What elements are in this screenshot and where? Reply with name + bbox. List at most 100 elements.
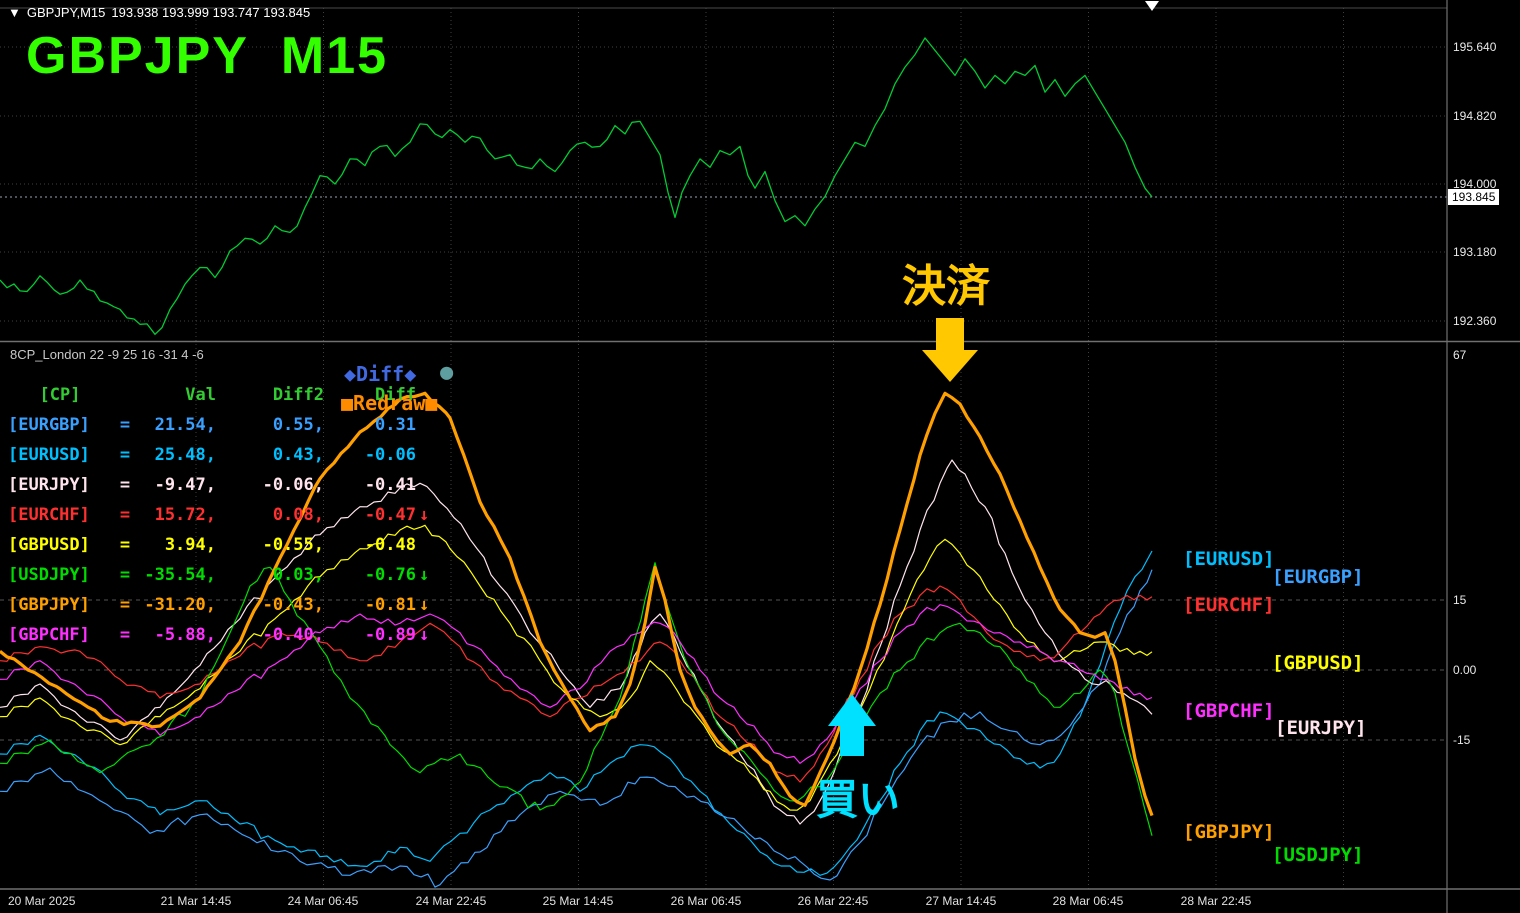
cp-eq: = — [119, 505, 131, 525]
price-axis[interactable]: 195.640 194.820 194.000 193.180 192.360 — [1447, 0, 1520, 341]
pair-label-gbpusd: [GBPUSD] — [1272, 652, 1364, 674]
cp-eq: = — [119, 565, 131, 585]
symbol-marker-icon: ▼ — [8, 5, 21, 20]
cp-row: [EURJPY] = -9.47, -0.06, -0.41 — [8, 470, 438, 500]
cp-val: 15.72, — [154, 505, 216, 525]
time-tick: 25 Mar 14:45 — [542, 894, 614, 908]
time-tick: 20 Mar 2025 — [8, 894, 76, 908]
chart-title: GBPJPY M15 — [26, 27, 389, 85]
pair-label-eurjpy: [EURJPY] — [1275, 717, 1367, 739]
cp-diff: -0.47 — [364, 505, 416, 525]
cp-row: [GBPUSD] = 3.94, -0.55, -0.48 — [8, 530, 438, 560]
cp-table: [CP] Val Diff2 Diff [EURGBP] = 21.54, 0.55, 0.31… — [8, 380, 438, 650]
pair-label-gbpjpy: [GBPJPY] — [1183, 821, 1275, 843]
cp-diff2: 0.43, — [272, 445, 324, 465]
cp-header-spacer — [112, 380, 138, 410]
price-tick: 194.000 — [1453, 177, 1497, 191]
indicator-tick: 15 — [1453, 593, 1467, 607]
cp-diff: -0.41 — [364, 475, 416, 495]
cp-row: [GBPJPY] = -31.20, -0.43, -0.81 ↓ — [8, 590, 438, 620]
cp-diff: -0.76 — [364, 565, 416, 585]
cp-val: -5.88, — [154, 625, 216, 645]
cp-header-diff2: Diff2 — [272, 385, 324, 405]
cp-diff: -0.89 — [364, 625, 416, 645]
cp-diff: 0.31 — [375, 415, 416, 435]
series-eurchf — [0, 585, 1153, 783]
pair-label-eurusd: [EURUSD] — [1183, 548, 1275, 570]
buy-annotation-label[interactable]: 買い — [816, 776, 901, 823]
symbol-ohlc-bar: ▼ GBPJPY,M15 193.938 193.999 193.747 193.8… — [8, 5, 316, 20]
cp-val: -35.54, — [144, 565, 216, 585]
price-tick: 193.180 — [1453, 245, 1497, 259]
cp-header-pair: [CP] — [39, 385, 81, 405]
cp-row: [GBPCHF] = -5.88, -0.40, -0.89 ↓ — [8, 620, 438, 650]
indicator-tick: 0.00 — [1453, 663, 1477, 677]
series-gbpchf — [0, 604, 1153, 764]
cp-pair: [EURJPY] — [8, 475, 90, 495]
series-gbpjpy — [0, 391, 1154, 817]
cp-row: [EURGBP] = 21.54, 0.55, 0.31 — [8, 410, 438, 440]
cp-diff2: -0.40, — [262, 625, 324, 645]
series-eurgbp — [0, 569, 1153, 888]
symbol-label: GBPJPY,M15 — [26, 5, 106, 20]
cp-diff2: 0.03, — [272, 565, 324, 585]
current-price-badge: 193.845 — [1448, 189, 1500, 205]
cp-header-row: [CP] Val Diff2 Diff — [8, 380, 438, 410]
indicator-axis[interactable]: 67 15 0.00 -15 — [1447, 342, 1520, 889]
cp-diff: -0.81 — [364, 595, 416, 615]
ohlc-values: 193.938 193.999 193.747 193.845 — [111, 5, 311, 20]
sell-annotation-label[interactable]: 決済 — [902, 262, 990, 311]
cp-val: -9.47, — [154, 475, 216, 495]
down-arrow-icon: ↓ — [419, 595, 430, 615]
cp-pair: [GBPJPY] — [8, 595, 90, 615]
cp-pair: [EURGBP] — [8, 415, 90, 435]
cp-diff2: -0.06, — [262, 475, 324, 495]
pair-label-eurchf: [EURCHF] — [1183, 594, 1275, 616]
cp-eq: = — [119, 475, 131, 495]
price-tick: 195.640 — [1453, 40, 1497, 54]
time-tick: 21 Mar 14:45 — [160, 894, 232, 908]
series-eurusd — [0, 550, 1153, 876]
cp-pair: [EURCHF] — [8, 505, 90, 525]
cp-val: -31.20, — [144, 595, 216, 615]
cp-diff2: 0.55, — [272, 415, 324, 435]
cp-eq: = — [119, 415, 131, 435]
down-arrow-icon: ↓ — [419, 505, 430, 525]
cp-eq: = — [119, 535, 131, 555]
time-tick: 24 Mar 06:45 — [287, 894, 359, 908]
time-axis[interactable]: 20 Mar 2025 21 Mar 14:45 24 Mar 06:45 24 Ma… — [0, 889, 1520, 913]
price-tick: 192.360 — [1453, 314, 1497, 328]
buy-arrow-icon[interactable] — [828, 694, 876, 756]
cp-row: [EURUSD] = 25.48, 0.43, -0.06 — [8, 440, 438, 470]
cp-header-diff: Diff — [375, 385, 416, 405]
cp-diff2: -0.43, — [262, 595, 324, 615]
cp-val: 25.48, — [154, 445, 216, 465]
cp-header-val: Val — [185, 385, 216, 405]
down-arrow-icon — [416, 440, 438, 470]
indicator-tick: 67 — [1453, 348, 1467, 362]
indicator-header: 8CP_London 22 -9 25 16 -31 4 -6 — [10, 347, 204, 362]
cp-row: [EURCHF] = 15.72, 0.08, -0.47 ↓ — [8, 500, 438, 530]
price-tick: 194.820 — [1453, 109, 1497, 123]
redraw-button[interactable]: ■Redraw■ — [341, 391, 438, 415]
time-tick: 26 Mar 22:45 — [797, 894, 869, 908]
pair-label-usdjpy: [USDJPY] — [1272, 844, 1364, 866]
pair-label-gbpchf: [GBPCHF] — [1183, 700, 1275, 722]
cp-diff2: 0.08, — [272, 505, 324, 525]
pair-label-eurgbp: [EURGBP] — [1272, 566, 1364, 588]
cp-eq: = — [119, 445, 131, 465]
cp-eq: = — [119, 595, 131, 615]
diff-button[interactable]: ◆Diff◆ — [344, 362, 417, 386]
sell-arrow-icon[interactable] — [922, 318, 978, 382]
cp-val: 21.54, — [154, 415, 216, 435]
time-tick: 28 Mar 22:45 — [1180, 894, 1252, 908]
cp-diff: -0.06 — [364, 445, 416, 465]
price-line — [0, 37, 1153, 335]
cp-row: [USDJPY] = -35.54, 0.03, -0.76 ↓ — [8, 560, 438, 590]
down-arrow-icon: ↓ — [419, 565, 430, 585]
cp-diff: -0.48 — [364, 535, 416, 555]
time-tick: 27 Mar 14:45 — [925, 894, 997, 908]
time-tick: 28 Mar 06:45 — [1052, 894, 1124, 908]
circle-button[interactable]: ● — [440, 360, 454, 385]
